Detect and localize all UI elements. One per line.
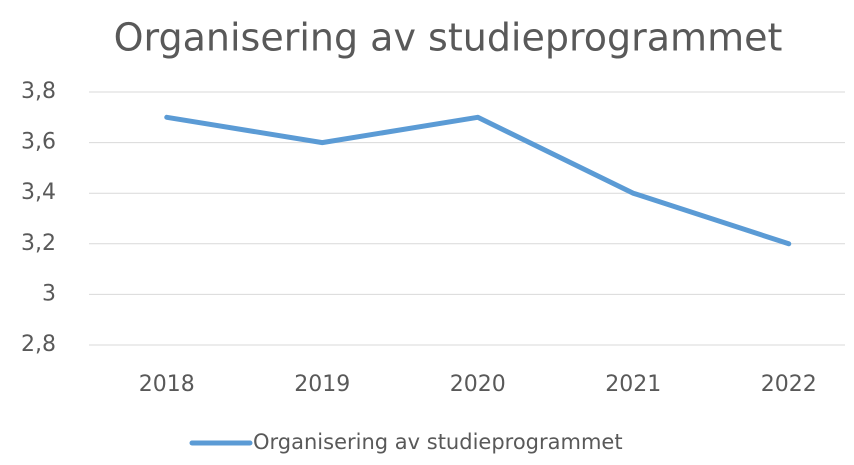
y-tick-label: 3,6 <box>21 130 56 155</box>
x-tick-label: 2020 <box>450 372 506 397</box>
x-tick-label: 2021 <box>605 372 661 397</box>
x-tick-label: 2018 <box>139 372 195 397</box>
y-tick-label: 3,4 <box>21 180 56 205</box>
y-tick-label: 3,8 <box>21 79 56 104</box>
legend-label: Organisering av studieprogrammet <box>253 430 623 454</box>
y-tick-label: 3 <box>42 281 56 306</box>
y-tick-label: 2,8 <box>21 332 56 357</box>
x-tick-label: 2022 <box>761 372 817 397</box>
x-tick-label: 2019 <box>294 372 350 397</box>
data-line <box>164 114 792 247</box>
y-tick-label: 3,2 <box>21 231 56 256</box>
chart-title: Organisering av studieprogrammet <box>114 16 783 60</box>
